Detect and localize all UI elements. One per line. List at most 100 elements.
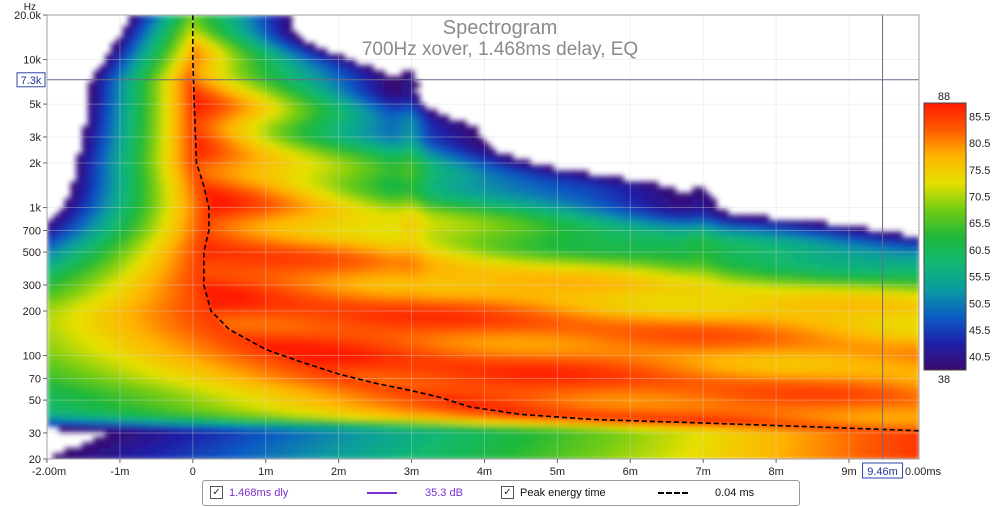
heatmap-cell [494,275,502,283]
heatmap-cell [267,120,275,128]
heatmap-cell [209,286,217,294]
heatmap-cell [157,120,165,128]
heatmap-cell [657,264,665,272]
heatmap-cell [221,103,229,111]
heatmap-cell [285,292,293,300]
heatmap-cell [622,270,630,278]
heatmap-cell [157,253,165,261]
heatmap-cell [564,286,572,294]
heatmap-cell [907,292,915,300]
heatmap-cell [384,286,392,294]
heatmap-cell [541,164,549,172]
heatmap-cell [424,237,432,244]
heatmap-cell [378,142,386,150]
heatmap-cell [378,103,386,111]
heatmap-cell [669,225,676,233]
heatmap-cell [285,53,293,61]
heatmap-cell [645,220,653,228]
heatmap-cell [855,286,863,294]
heatmap-cell [302,264,310,272]
heatmap-cell [140,259,147,266]
heatmap-cell [523,270,531,278]
heatmap-cell [122,114,130,122]
heatmap-cell [703,253,711,261]
heatmap-cell [831,270,839,278]
heatmap-cell [884,309,892,316]
heatmap-cell [500,198,508,205]
heatmap-cell [674,209,682,217]
heatmap-cell [314,142,322,150]
heatmap-cell [233,181,240,189]
heatmap-cell [308,292,316,300]
heatmap-cell [174,203,182,211]
heatmap-cell [349,248,357,255]
heatmap-cell [209,70,217,78]
heatmap-cell [99,214,107,222]
heatmap-cell [395,231,403,239]
heatmap-cell [570,264,578,272]
heatmap-cell [512,192,520,200]
heatmap-cell [599,231,607,239]
heatmap-cell [791,286,799,294]
heatmap-cell [58,286,66,294]
heatmap-cell [703,286,711,294]
heatmap-cell [267,175,275,183]
heatmap-cell [192,214,200,222]
heatmap-cell [58,298,66,305]
heatmap-cell [244,309,252,316]
heatmap-cell [529,175,537,183]
heatmap-cell [76,309,84,316]
heatmap-cell [779,242,787,250]
heatmap-cell [733,275,740,283]
heatmap-cell [692,237,700,244]
heatmap-cell [163,242,171,250]
heatmap-cell [291,292,299,300]
heatmap-cell [512,159,520,167]
heatmap-cell [331,248,339,255]
heatmap-cell [134,264,142,272]
heatmap-cell [355,175,363,183]
heatmap-cell [866,231,874,239]
heatmap-cell [610,309,618,316]
heatmap-cell [459,225,467,233]
heatmap-cell [517,264,525,272]
heatmap-cell [233,220,240,228]
heatmap-cell [122,259,130,266]
heatmap-cell [262,109,270,117]
heatmap-cell [145,187,153,194]
heatmap-cell [366,164,374,172]
heatmap-cell [47,303,54,311]
heatmap-cell [169,48,177,56]
heatmap-cell [355,181,363,189]
heatmap-cell [291,281,299,289]
heatmap-cell [297,181,304,189]
heatmap-cell [116,209,124,217]
heatmap-cell [465,203,473,211]
heatmap-cell [204,137,211,144]
heatmap-cell [349,264,357,272]
heatmap-cell [674,270,682,278]
heatmap-cell [436,164,444,172]
heatmap-cell [855,275,863,283]
heatmap-cell [657,248,665,255]
heatmap-cell [773,292,781,300]
heatmap-cell [326,192,333,200]
heatmap-cell [436,220,444,228]
heatmap-cell [506,298,514,305]
heatmap-cell [674,303,682,311]
heatmap-cell [174,237,182,244]
heatmap-cell [285,214,293,222]
heatmap-cell [517,203,525,211]
heatmap-cell [279,270,287,278]
heatmap-cell [448,298,456,305]
heatmap-cell [145,253,153,261]
heatmap-cell [669,259,676,266]
heatmap-cell [110,175,118,183]
heatmap-cell [628,181,636,189]
heatmap-cell [907,264,915,272]
heatmap-cell [459,120,467,128]
heatmap-cell [163,137,171,144]
heatmap-cell [360,170,368,178]
heatmap-cell [715,270,723,278]
heatmap-cell [622,198,630,205]
